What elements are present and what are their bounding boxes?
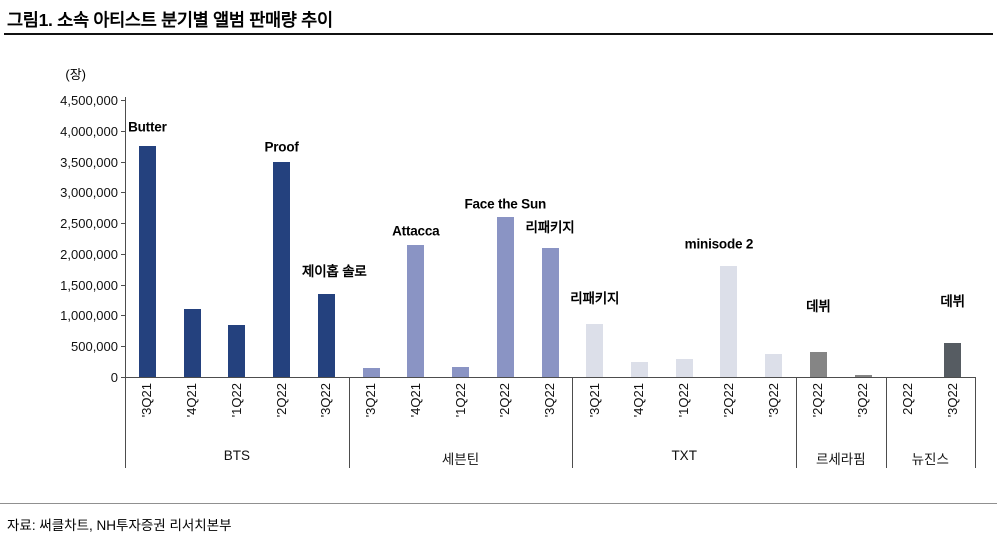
chart-bar [496,216,514,377]
artist-group-label: 세븐틴 [441,452,480,467]
y-axis-line [125,97,126,377]
category-separator [572,377,574,468]
title-divider [4,33,993,35]
x-axis-label: '4Q21 [631,383,647,418]
chart-bar [228,324,246,377]
artist-group-label: TXT [671,448,697,463]
bar-annotation: 리패키지 [570,290,620,306]
chart-bar [541,247,559,377]
x-axis-label: '4Q21 [407,383,423,418]
bar-annotation: Face the Sun [464,196,547,212]
y-axis-tick-mark [121,161,125,163]
chart-bar [854,375,872,377]
bar-annotation: 데뷔 [940,294,965,310]
y-axis-unit-label: (장) [65,67,86,82]
chart-bar [630,362,648,377]
y-axis-tick-label: 1,000,000 [60,308,118,324]
chart-bar [809,351,827,377]
category-separator [796,377,798,468]
footer-divider [0,503,997,504]
artist-group-label: 뉴진스 [911,452,949,467]
x-axis-label: '2Q22 [273,383,289,418]
bar-annotation: minisode 2 [684,236,754,252]
x-axis-label: '3Q21 [586,383,602,418]
x-axis-label: '3Q22 [944,383,960,418]
x-axis-label: '3Q21 [139,383,155,418]
chart-bar [765,353,783,377]
album-sales-bar-chart: (장) 0 500,000 1,000,000 1,500,000 2,000,000 2… [60,67,976,468]
bar-annotation: Attacca [392,223,440,239]
y-axis-tick-label: 3,500,000 [60,154,118,170]
y-axis-tick-label: 3,000,000 [60,185,118,201]
y-axis-tick-label: 2,000,000 [60,246,118,262]
bar-annotation: Butter [128,119,167,135]
x-axis-label: '3Q22 [542,383,557,418]
y-axis-tick-mark [121,315,125,317]
artist-group-label: BTS [223,448,250,463]
x-axis-label: '3Q22 [765,383,781,418]
source-note: 자료: 써클차트, NH투자증권 리서치본부 [7,518,232,533]
bar-annotation: 제이홉 솔로 [301,263,367,279]
y-axis-tick-mark [121,253,125,255]
bar-annotation: 데뷔 [806,298,831,314]
x-axis-label: '3Q21 [363,383,379,418]
x-axis-label: '1Q22 [676,383,692,418]
y-axis-tick-mark [121,192,125,194]
y-axis-tick-label: 4,500,000 [60,93,118,108]
bar-annotation: Proof [264,139,299,155]
chart-bar [183,309,201,377]
chart-bar [452,367,470,377]
category-separator [348,377,350,468]
x-axis-line [125,377,975,378]
x-axis-label: '4Q21 [184,383,200,418]
x-axis-label: '1Q22 [452,383,468,418]
x-axis-label: '2Q22 [720,383,736,418]
x-axis-label: '3Q22 [318,383,334,418]
chart-bar [720,266,738,377]
y-axis-tick-mark [121,100,125,101]
y-axis-tick-label: 0 [110,370,118,385]
chart-bar [317,293,335,377]
chart-bar [362,367,380,377]
x-axis-label: 2Q22 [899,383,915,415]
category-separator [885,377,887,468]
y-axis-tick-label: 2,500,000 [60,216,118,232]
x-axis-label: '2Q22 [497,383,513,418]
y-axis-tick-label: 4,000,000 [60,123,118,139]
chart-bar [138,146,156,377]
bar-annotation: 리패키지 [525,220,575,236]
x-axis-label: '2Q22 [810,383,826,418]
figure-title: 그림1. 소속 아티스트 분기별 앨범 판매량 추이 [7,10,333,30]
chart-bar [675,359,693,377]
y-axis-tick-mark [121,377,125,378]
y-axis-tick-label: 500,000 [71,339,118,355]
category-separator [975,377,976,468]
chart-bar [407,244,425,377]
y-axis-tick-mark [121,284,125,286]
y-axis-tick-label: 1,500,000 [60,277,118,293]
artist-group-label: 르세라핌 [815,452,866,467]
chart-bar [273,161,291,377]
y-axis-tick-mark [121,130,125,132]
x-axis-label: '1Q22 [228,383,244,418]
chart-bar [944,342,962,377]
chart-bar [586,324,604,377]
x-axis-label: '3Q22 [855,383,871,418]
category-separator [125,377,126,468]
y-axis-tick-mark [121,223,125,225]
y-axis-tick-mark [121,346,125,348]
